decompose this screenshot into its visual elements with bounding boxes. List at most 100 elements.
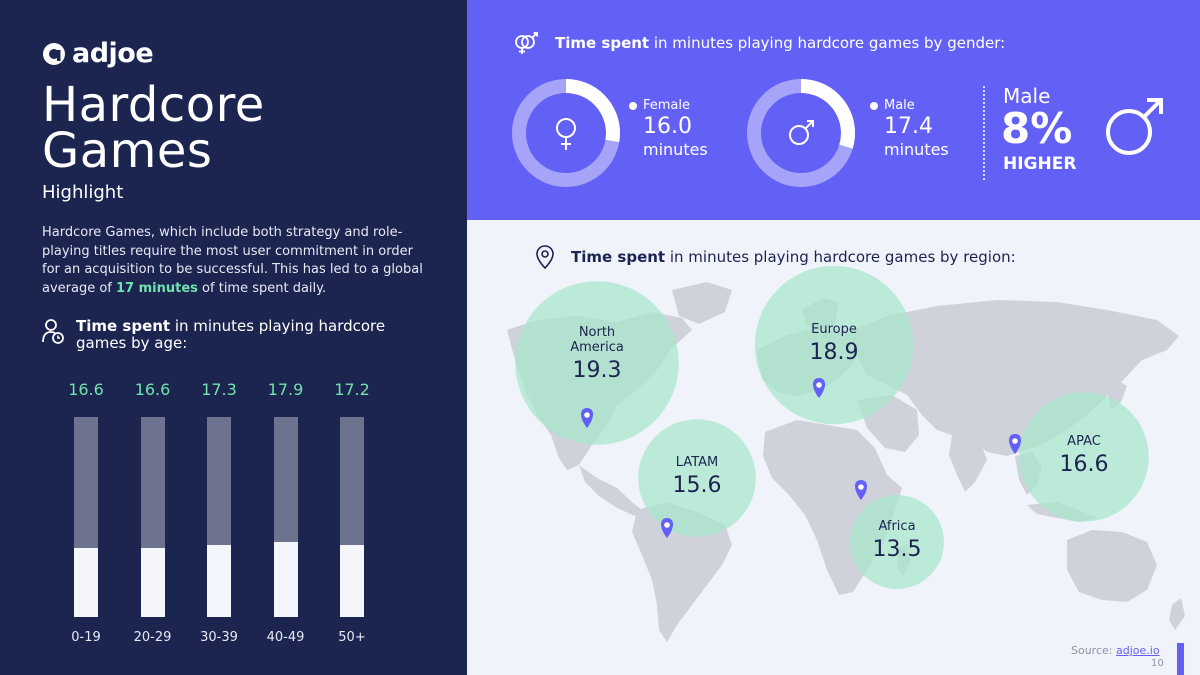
comparison-label: Male (1003, 84, 1051, 108)
region-bubble-apac (1019, 392, 1149, 522)
bar-track (340, 417, 364, 617)
male-legend: Male (870, 98, 915, 113)
legend-dot (870, 101, 878, 110)
female-ring (512, 79, 620, 187)
age-chart-title: Time spent in minutes playing hardcore g… (76, 318, 396, 352)
bar-track (207, 417, 231, 617)
bar-category-label: 40-49 (266, 630, 305, 645)
region-name-label: Europe (811, 322, 857, 337)
gender-title-rest: in minutes playing hardcore games by gen… (649, 34, 1006, 52)
gender-panel: Time spent in minutes playing hardcore g… (467, 0, 1200, 220)
description-text: Hardcore Games, which include both strat… (42, 225, 423, 296)
region-bubble-europe (754, 265, 914, 425)
page-number: 10 (1151, 658, 1164, 669)
male-ring (747, 79, 855, 187)
region-value-label: 16.6 (1060, 452, 1109, 477)
region-value-label: 13.5 (873, 537, 922, 562)
bar-value-label: 17.9 (267, 380, 304, 399)
description: Hardcore Games, which include both strat… (42, 224, 432, 298)
region-title-rest: in minutes playing hardcore games by reg… (665, 248, 1016, 266)
male-unit: minutes (884, 140, 949, 159)
male-value: 17.4 (884, 114, 933, 139)
comparison-higher: HIGHER (1003, 154, 1077, 174)
map-pin-icon[interactable] (855, 480, 867, 500)
male-label: Male (884, 98, 915, 113)
bar (273, 542, 298, 617)
region-panel: North America 19.3 Europe 18.9 LATAM 15.6 APAC 1… (467, 220, 1200, 675)
female-symbol-icon (556, 118, 576, 150)
comparison-percent: 8% (1001, 104, 1073, 153)
legend-dot (629, 101, 637, 110)
title-line-2: Games (42, 123, 213, 179)
female-value: 16.0 (643, 114, 692, 139)
brand-logo[interactable]: adjoe (42, 38, 154, 69)
bar-value-label: 17.2 (334, 380, 370, 399)
male-symbol-icon (789, 120, 814, 145)
region-name-label: APAC (1067, 434, 1101, 449)
age-title-rest: in minutes playing hardcore games by age… (76, 317, 386, 352)
user-clock-icon (42, 319, 64, 344)
female-unit: minutes (643, 140, 708, 159)
bar-value-label: 16.6 (134, 380, 171, 399)
male-large-icon (1106, 98, 1163, 155)
bar-track (74, 417, 98, 617)
age-title-bold: Time spent (76, 317, 171, 335)
map-pin-dot (1012, 438, 1018, 444)
map-pin-icon[interactable] (813, 378, 825, 398)
bar (207, 544, 231, 617)
region-pins (581, 378, 1021, 538)
bar-category-label: 20-29 (133, 630, 172, 645)
region-bubble-africa (850, 495, 944, 589)
page-title: Hardcore Games (42, 77, 265, 179)
brand-name: adjoe (72, 38, 154, 69)
map-pin-dot (664, 522, 670, 528)
bar (74, 547, 98, 617)
bar-category-label: 0-19 (71, 630, 101, 645)
female-legend: Female (629, 98, 690, 113)
region-value-label: 18.9 (810, 340, 859, 365)
gender-heading: Time spent in minutes playing hardcore g… (513, 30, 1005, 56)
female-label: Female (643, 98, 691, 113)
region-name-label: America (570, 340, 624, 355)
region-title-bold: Time spent (571, 248, 666, 266)
region-bubble-north-america (515, 281, 679, 445)
region-title: Time spent in minutes playing hardcore g… (571, 248, 1016, 266)
location-pin-icon (536, 245, 554, 270)
map-pin-icon[interactable] (1009, 434, 1021, 454)
left-panel: adjoe Hardcore Games Highlight Hardcore … (0, 0, 467, 675)
gender-title: Time spent in minutes playing hardcore g… (555, 34, 1005, 52)
bar (140, 547, 165, 617)
map-pin-dot (584, 412, 590, 418)
female-ring-value (512, 79, 620, 187)
region-value-label: 15.6 (673, 473, 722, 498)
age-bar-chart: 16.6 0-19 16.6 20-29 17.3 30-39 17.9 40-49 17.2 5… (55, 370, 395, 660)
source-label: Source: (1071, 644, 1116, 657)
map-pin-dot (858, 484, 864, 490)
gender-symbols-icon (515, 32, 538, 54)
bar-category-label: 50+ (338, 630, 366, 645)
age-chart-heading: Time spent in minutes playing hardcore g… (42, 318, 396, 352)
accent-bar (1177, 643, 1184, 675)
bar (340, 545, 364, 617)
description-highlight: 17 minutes (116, 280, 198, 296)
region-value-label: 19.3 (573, 358, 622, 383)
map-pin-icon[interactable] (581, 408, 593, 428)
gender-title-bold: Time spent (555, 34, 650, 52)
map-pin-icon[interactable] (661, 518, 673, 538)
region-name-label: LATAM (676, 455, 718, 470)
region-name-label: Africa (878, 519, 915, 534)
map-pin-dot (816, 382, 822, 388)
bar-track (140, 417, 165, 617)
bar-track (273, 417, 298, 617)
bar-value-label: 17.3 (201, 380, 237, 399)
description-text-end: of time spent daily. (197, 280, 327, 296)
adjoe-logo-icon (43, 42, 65, 65)
title-line-1: Hardcore (42, 77, 265, 133)
source-link[interactable]: adjoe.io (1115, 644, 1160, 657)
region-bubbles (515, 265, 1149, 589)
source-note: Source: adjoe.io (1071, 644, 1160, 657)
page-subtitle: Highlight (42, 182, 124, 203)
bar-category-label: 30-39 (200, 630, 238, 645)
